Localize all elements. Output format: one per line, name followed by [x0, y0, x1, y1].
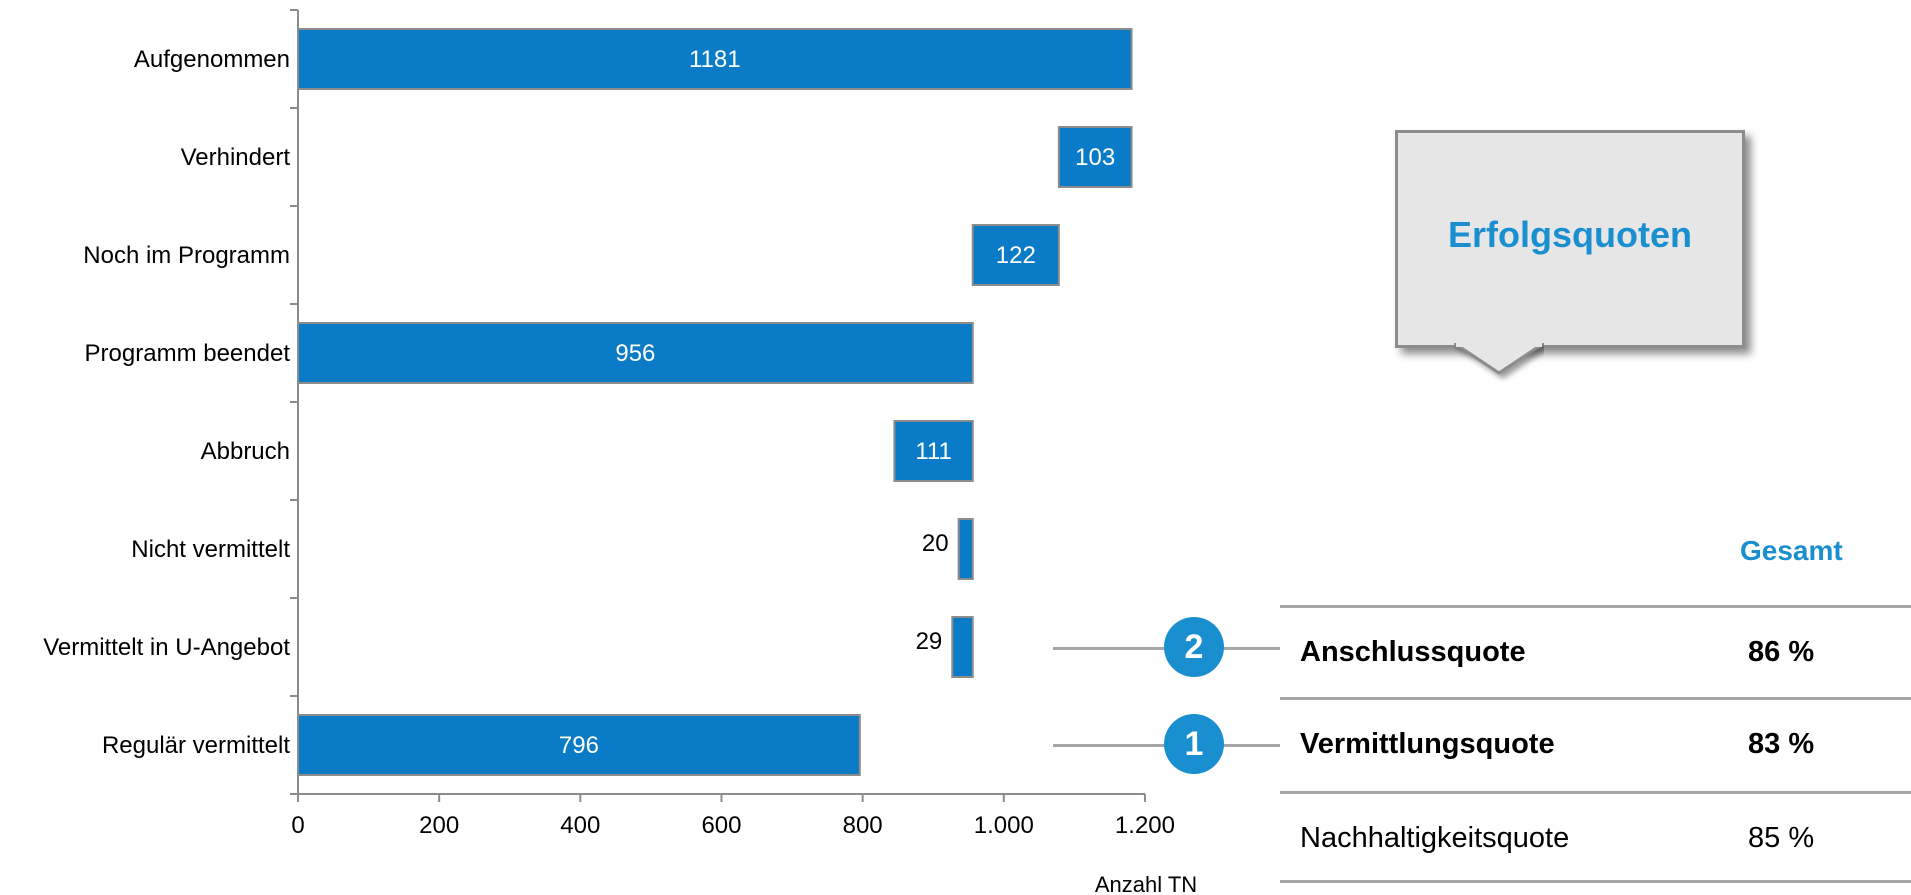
- row-value: 85 %: [1748, 822, 1815, 854]
- x-tick-label: 1.200: [1115, 812, 1175, 839]
- x-tick-label: 800: [843, 812, 883, 839]
- data-label: 29: [916, 628, 943, 655]
- x-tick-label: 1.000: [974, 812, 1034, 839]
- x-axis-title: Anzahl TN: [1095, 872, 1197, 895]
- bar: [893, 420, 974, 482]
- data-label: 103: [1075, 144, 1115, 171]
- category-labels: Aufgenommen Verhindert Noch im Programm Pro…: [43, 46, 290, 759]
- x-tick-label: 0: [291, 812, 304, 839]
- callout-tail: [1454, 343, 1544, 375]
- category-label: Noch im Programm: [83, 242, 290, 269]
- category-label: Verhindert: [181, 144, 291, 171]
- data-label: 1181: [689, 46, 741, 73]
- data-label: 122: [996, 242, 1036, 269]
- badge-1: 1: [1164, 714, 1224, 774]
- category-label: Abbruch: [201, 438, 290, 465]
- bar: [951, 616, 974, 678]
- bar: [957, 518, 974, 580]
- callout-box: Erfolgsquoten: [1395, 130, 1745, 348]
- category-label: Programm beendet: [85, 340, 291, 367]
- row-label: Nachhaltigkeitsquote: [1300, 822, 1570, 854]
- row-value: 83 %: [1748, 728, 1815, 760]
- waterfall-chart: Aufgenommen Verhindert Noch im Programm Pro…: [43, 9, 1197, 895]
- bar: [297, 714, 861, 776]
- x-tick-label: 400: [560, 812, 600, 839]
- category-label: Nicht vermittelt: [131, 536, 290, 563]
- column-header-gesamt: Gesamt: [1740, 535, 1843, 566]
- callout-title: Erfolgsquoten: [1448, 214, 1692, 255]
- data-label: 796: [559, 732, 599, 759]
- bar: [297, 322, 974, 384]
- row-value: 86 %: [1748, 636, 1815, 668]
- bar: [297, 28, 1133, 90]
- row-label: Anschlussquote: [1300, 636, 1526, 668]
- bar: [971, 224, 1060, 286]
- x-tick-label: 600: [701, 812, 741, 839]
- category-label: Regulär vermittelt: [102, 732, 290, 759]
- table-divider: [1280, 697, 1911, 700]
- data-label: 956: [615, 340, 655, 367]
- bars: 1181 103 122 956 111 20 29 796: [297, 28, 1133, 776]
- table-row-vermittlungsquote: Vermittlungsquote 83 %: [1280, 699, 1911, 789]
- table-divider: [1280, 791, 1911, 794]
- x-tick-label: 200: [419, 812, 459, 839]
- table-row-anschlussquote: Anschlussquote 86 %: [1280, 607, 1911, 697]
- chart-axes: [290, 9, 1146, 802]
- table-divider: [1280, 880, 1911, 883]
- data-label: 111: [915, 438, 951, 465]
- table-divider: [1280, 605, 1911, 608]
- badge-2: 2: [1164, 617, 1224, 677]
- table-row-nachhaltigkeitsquote: Nachhaltigkeitsquote 85 %: [1280, 793, 1911, 883]
- bar: [1057, 126, 1133, 188]
- category-label: Aufgenommen: [134, 46, 290, 73]
- x-tick-labels: 0 200 400 600 800 1.000 1.200: [291, 812, 1175, 839]
- data-label: 20: [922, 530, 949, 557]
- row-label: Vermittlungsquote: [1300, 728, 1555, 760]
- category-label: Vermittelt in U-Angebot: [43, 634, 290, 661]
